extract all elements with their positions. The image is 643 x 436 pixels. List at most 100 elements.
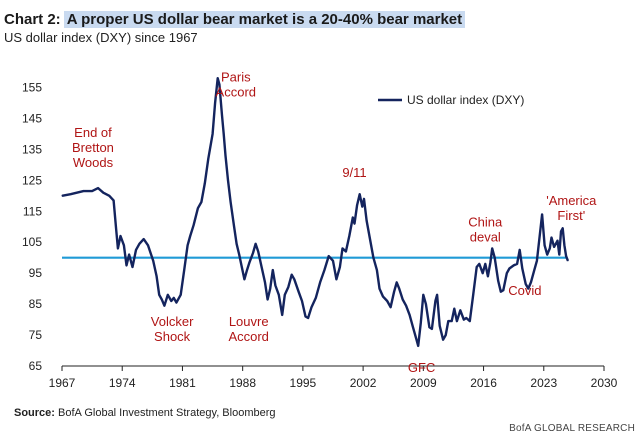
- data-point: [396, 281, 398, 284]
- data-point: [241, 266, 243, 268]
- data-point: [156, 275, 158, 277]
- data-point: [131, 266, 134, 268]
- x-tick-label: 1967: [49, 376, 76, 390]
- data-point: [428, 326, 430, 328]
- data-point: [521, 267, 523, 270]
- data-point: [516, 263, 518, 265]
- data-point: [163, 305, 165, 307]
- data-point: [125, 264, 128, 267]
- data-point: [491, 247, 493, 249]
- data-point: [115, 229, 117, 231]
- data-point: [502, 289, 504, 291]
- data-point: [558, 253, 560, 256]
- data-point: [386, 300, 388, 302]
- data-point: [465, 317, 467, 319]
- data-point: [173, 297, 175, 299]
- data-point: [332, 260, 334, 262]
- data-point: [254, 243, 257, 245]
- x-tick-label: 1974: [109, 376, 136, 390]
- annotation-label: China deval: [468, 215, 503, 245]
- data-point: [82, 190, 85, 192]
- data-point: [102, 192, 104, 194]
- annotation-label: 'America First': [546, 193, 597, 223]
- y-tick-label: 75: [29, 328, 43, 342]
- data-point: [221, 114, 223, 116]
- data-point: [274, 284, 276, 287]
- data-point: [405, 305, 407, 307]
- x-tick-label: 2002: [350, 376, 377, 390]
- y-tick-label: 95: [29, 266, 43, 280]
- data-point: [97, 187, 99, 189]
- data-point: [328, 255, 330, 257]
- data-point: [189, 235, 191, 237]
- data-point: [519, 249, 521, 251]
- data-point: [453, 308, 455, 310]
- data-point: [544, 244, 546, 246]
- y-axis: 65 75 85 95 105 115 125 135 145 155: [22, 80, 42, 373]
- data-point: [538, 236, 541, 239]
- data-point: [315, 297, 317, 299]
- data-point: [378, 288, 381, 290]
- data-point: [525, 283, 527, 285]
- data-point: [113, 199, 115, 202]
- data-point: [301, 300, 303, 302]
- annotations: End of Bretton Woods Volcker Shock Paris Accor…: [72, 69, 597, 375]
- data-point: [541, 213, 543, 215]
- data-point: [193, 224, 195, 226]
- data-point: [339, 266, 341, 268]
- data-point: [408, 314, 411, 316]
- data-point: [260, 266, 263, 268]
- x-tick-label: 1988: [229, 376, 256, 390]
- data-point: [197, 207, 199, 209]
- data-point: [257, 250, 259, 253]
- data-point: [533, 269, 535, 271]
- data-point: [341, 247, 344, 249]
- series-line-dxy: [61, 77, 570, 348]
- data-point: [175, 301, 178, 304]
- data-point: [61, 195, 63, 197]
- data-point: [476, 266, 478, 268]
- data-point: [217, 77, 219, 79]
- data-point: [447, 320, 449, 322]
- data-point: [402, 298, 404, 301]
- data-point: [223, 133, 225, 135]
- data-point: [445, 334, 447, 336]
- data-point: [459, 309, 461, 311]
- annotation-label: Covid: [508, 283, 541, 298]
- data-point: [187, 244, 189, 246]
- data-point: [436, 294, 438, 296]
- data-point: [246, 269, 248, 271]
- data-point: [293, 278, 295, 280]
- data-point: [236, 243, 238, 245]
- chart-subtitle: US dollar index (DXY) since 1967: [4, 30, 198, 45]
- data-point: [442, 339, 444, 341]
- data-point: [252, 252, 254, 254]
- annotation-label: Volcker Shock: [151, 314, 194, 344]
- data-point: [248, 261, 251, 263]
- legend-label: US dollar index (DXY): [407, 93, 524, 107]
- data-point: [431, 328, 433, 330]
- data-point: [297, 291, 300, 293]
- data-point: [204, 182, 206, 185]
- data-point: [170, 300, 172, 302]
- data-point: [272, 269, 274, 271]
- data-point: [363, 198, 365, 200]
- data-point: [287, 286, 289, 288]
- x-tick-label: 2030: [591, 376, 618, 390]
- data-point: [412, 326, 414, 328]
- data-point: [227, 179, 229, 181]
- x-tick-label: 2023: [530, 376, 557, 390]
- data-point: [348, 235, 350, 237]
- data-point: [550, 236, 553, 239]
- data-point: [200, 201, 202, 203]
- data-point: [359, 193, 361, 195]
- x-tick-label: 1981: [169, 376, 196, 390]
- x-axis: 1967 1974 1981 1988 1995 2002 2009 2016 2023 2030: [49, 366, 618, 390]
- y-tick-label: 115: [23, 204, 42, 218]
- data-point: [117, 247, 119, 249]
- y-tick-label: 125: [22, 173, 42, 187]
- data-point: [233, 226, 235, 228]
- data-point: [310, 306, 313, 308]
- data-point: [243, 278, 245, 280]
